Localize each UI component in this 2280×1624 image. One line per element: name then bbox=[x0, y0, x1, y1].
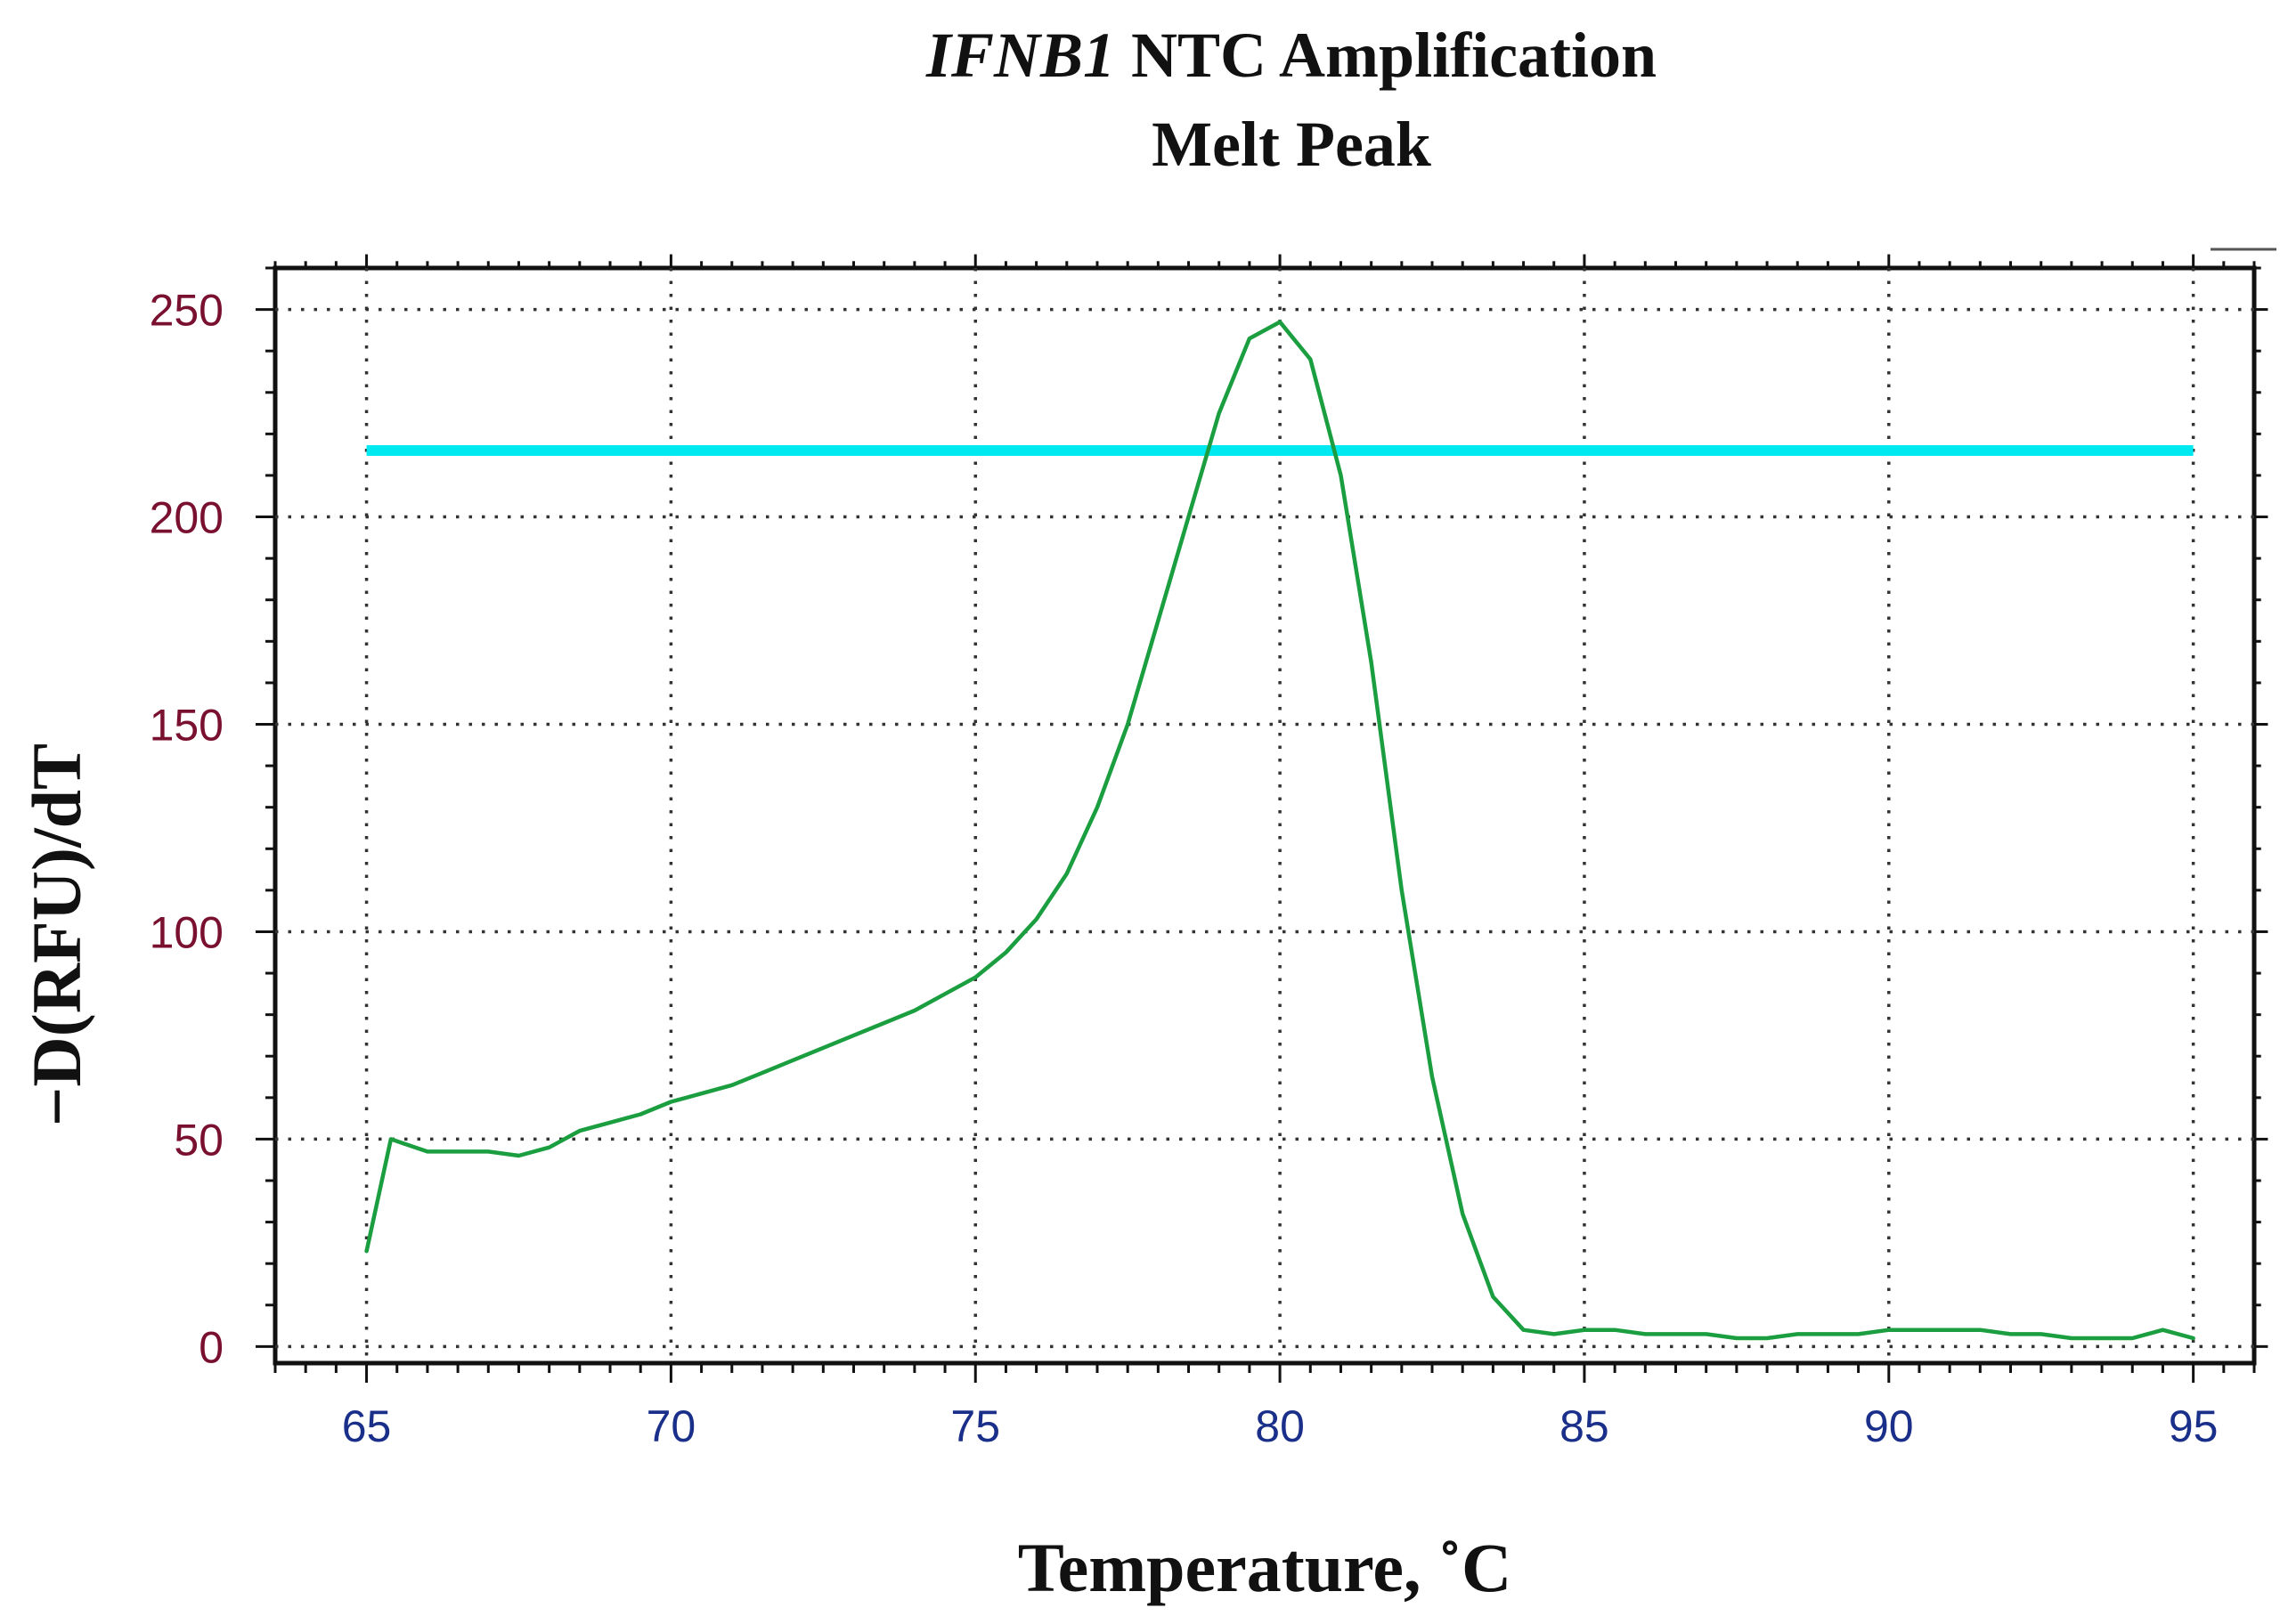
y-tick-label: 0 bbox=[199, 1322, 224, 1372]
x-tick-label: 70 bbox=[647, 1401, 696, 1451]
x-tick-label: 65 bbox=[342, 1401, 392, 1451]
x-tick-label: 95 bbox=[2169, 1401, 2219, 1451]
chart-title: IFNB1 NTC Amplification bbox=[925, 20, 1657, 91]
y-tick-label: 50 bbox=[174, 1115, 224, 1165]
melt-curve-line bbox=[364, 320, 2195, 1341]
chart-subtitle: Melt Peak bbox=[1152, 109, 1431, 180]
x-tick-label: 75 bbox=[950, 1401, 1000, 1451]
x-axis-title: Temperature, ˚C bbox=[1018, 1529, 1512, 1606]
x-tick-label: 90 bbox=[1864, 1401, 1914, 1451]
plot-frame bbox=[273, 265, 2257, 1366]
chart-title-gene: IFNB1 bbox=[925, 20, 1115, 91]
y-tick-label: 200 bbox=[150, 493, 224, 543]
x-tick-label: 85 bbox=[1559, 1401, 1609, 1451]
x-tick-labels: 65 70 75 80 85 90 95 bbox=[342, 1401, 2219, 1451]
x-tick-label: 80 bbox=[1255, 1401, 1305, 1451]
axis-ticks bbox=[256, 254, 2268, 1383]
chart-title-rest: NTC Amplification bbox=[1115, 20, 1657, 91]
y-tick-label: 150 bbox=[150, 701, 224, 751]
y-axis-title: −D(RFU)/dT bbox=[18, 743, 95, 1126]
grid-lines bbox=[275, 268, 2254, 1363]
y-tick-label: 100 bbox=[150, 907, 224, 957]
y-tick-labels: 0 50 100 150 200 250 bbox=[150, 286, 224, 1373]
y-tick-label: 250 bbox=[150, 286, 224, 336]
